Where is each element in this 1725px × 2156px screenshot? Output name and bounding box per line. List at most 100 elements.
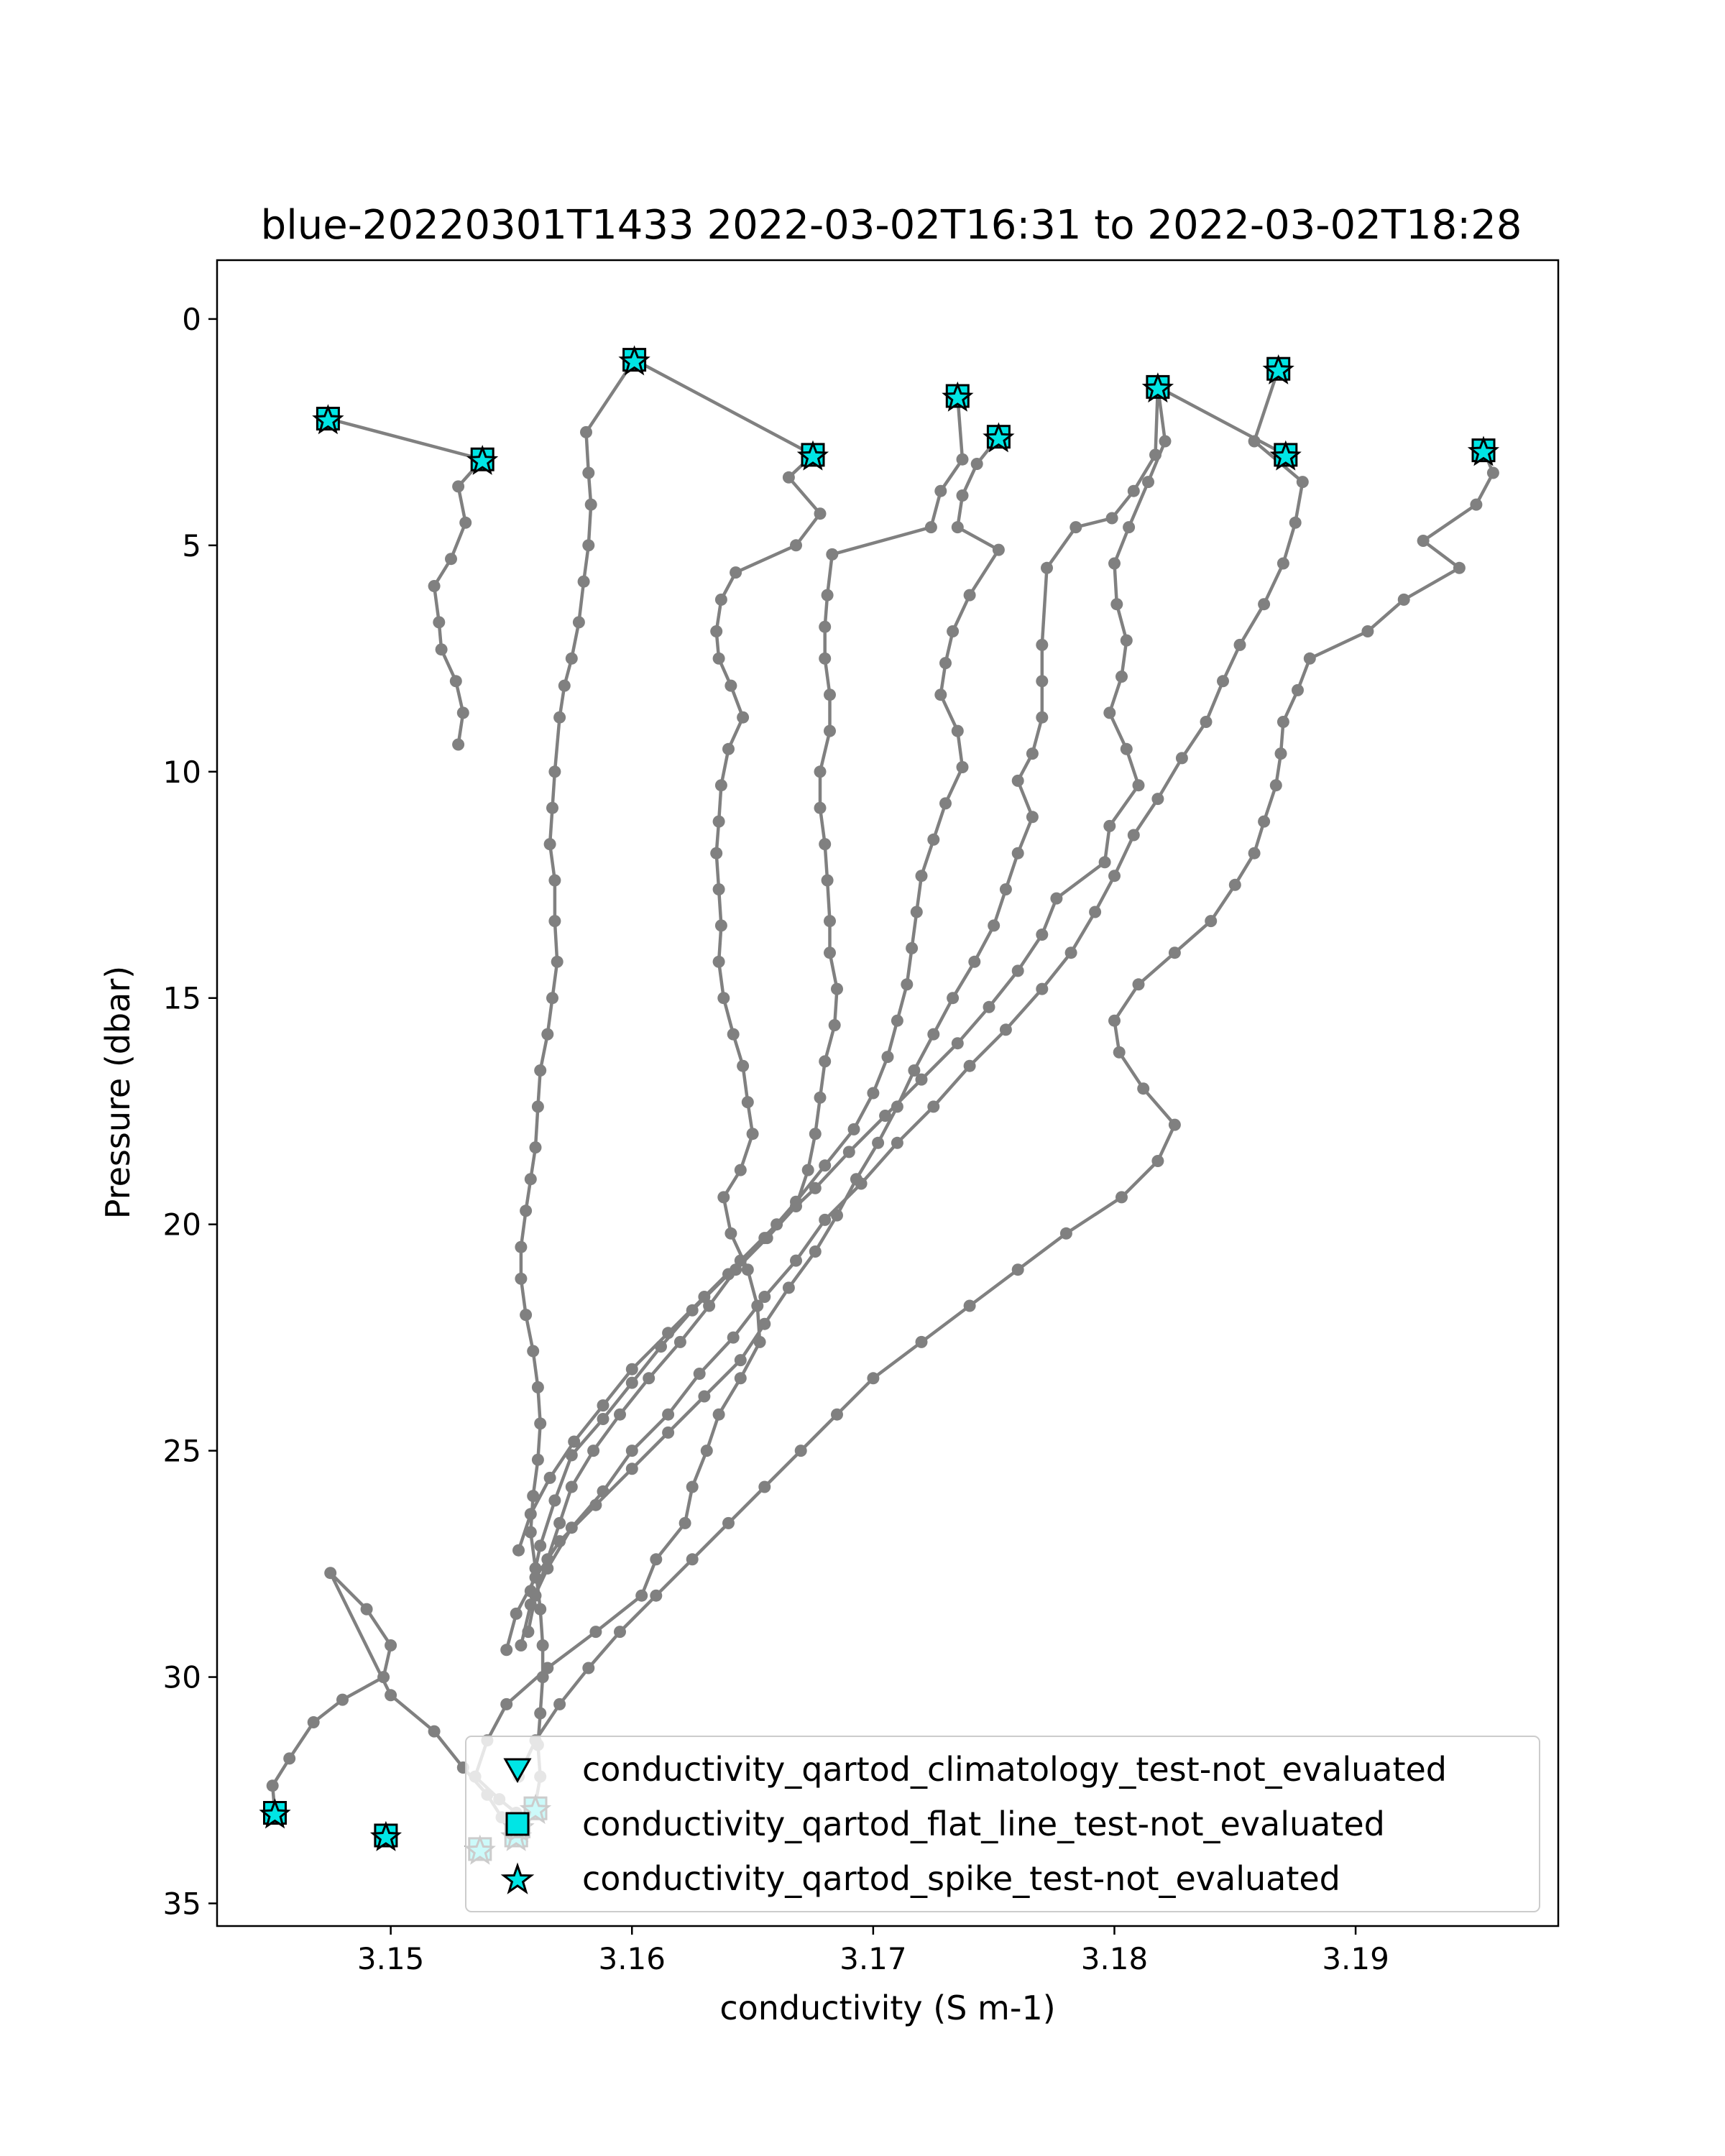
data-point bbox=[1276, 557, 1289, 570]
data-point bbox=[712, 1408, 725, 1421]
data-point bbox=[908, 1064, 921, 1077]
data-point bbox=[543, 1471, 556, 1484]
data-point bbox=[662, 1426, 675, 1439]
data-point bbox=[1303, 652, 1316, 665]
data-point bbox=[456, 706, 469, 719]
data-point bbox=[577, 575, 590, 588]
data-point bbox=[524, 1526, 537, 1539]
data-point bbox=[906, 941, 919, 954]
data-point bbox=[428, 580, 441, 592]
data-point bbox=[824, 688, 836, 701]
y-axis-ticks: 0 5 10 15 20 25 30 35 bbox=[163, 302, 217, 1922]
data-point bbox=[915, 870, 928, 883]
data-point bbox=[534, 1603, 547, 1616]
data-point bbox=[1113, 1046, 1126, 1059]
data-point bbox=[867, 1087, 880, 1100]
data-point bbox=[824, 946, 836, 959]
data-point bbox=[548, 874, 561, 887]
data-point bbox=[1228, 878, 1241, 891]
data-point bbox=[385, 1689, 397, 1702]
data-point bbox=[1089, 906, 1102, 918]
data-point bbox=[1159, 435, 1172, 448]
data-point bbox=[819, 652, 832, 665]
y-tick-label: 15 bbox=[163, 981, 201, 1016]
data-point bbox=[553, 1535, 566, 1548]
data-point bbox=[500, 1697, 513, 1710]
data-point bbox=[698, 1291, 711, 1303]
data-point bbox=[520, 1309, 533, 1322]
data-point bbox=[377, 1671, 390, 1684]
data-point bbox=[1036, 675, 1049, 688]
data-point bbox=[782, 1281, 795, 1294]
spike-flag-star bbox=[466, 444, 499, 475]
data-point bbox=[1258, 598, 1271, 611]
data-point bbox=[901, 978, 914, 991]
data-point bbox=[968, 955, 981, 968]
data-point bbox=[1098, 856, 1111, 869]
data-point bbox=[1103, 819, 1116, 832]
data-point bbox=[336, 1693, 349, 1706]
data-point bbox=[283, 1752, 296, 1765]
data-point bbox=[568, 1435, 581, 1448]
data-point bbox=[1137, 1082, 1150, 1095]
data-point bbox=[927, 833, 940, 846]
data-point bbox=[515, 1272, 528, 1285]
data-point bbox=[717, 992, 730, 1005]
data-point bbox=[529, 1141, 542, 1154]
data-point bbox=[741, 1096, 754, 1109]
data-point bbox=[734, 1372, 747, 1385]
data-point bbox=[809, 1245, 822, 1258]
data-point bbox=[324, 1567, 337, 1580]
data-point bbox=[655, 1340, 667, 1353]
data-point bbox=[915, 1335, 928, 1348]
data-point bbox=[572, 616, 585, 629]
data-point bbox=[541, 1662, 554, 1674]
data-point bbox=[529, 1562, 542, 1575]
data-point bbox=[565, 1449, 578, 1462]
data-point bbox=[1026, 747, 1039, 760]
data-point bbox=[1011, 964, 1024, 977]
data-point bbox=[1248, 435, 1261, 448]
plot-lines bbox=[270, 358, 1495, 1838]
data-point bbox=[531, 1100, 544, 1113]
data-point bbox=[1200, 716, 1213, 728]
data-point bbox=[1064, 946, 1077, 959]
data-point bbox=[1205, 915, 1218, 928]
x-tick-label: 3.17 bbox=[840, 1941, 907, 1976]
data-point bbox=[724, 1227, 737, 1240]
profile-line-7 bbox=[517, 385, 1287, 1551]
data-point bbox=[625, 1363, 638, 1376]
data-point bbox=[459, 516, 472, 529]
data-point bbox=[1050, 892, 1063, 905]
data-point bbox=[712, 883, 725, 895]
data-point bbox=[1289, 516, 1302, 529]
data-point bbox=[584, 498, 597, 511]
data-point bbox=[625, 1462, 638, 1475]
data-point bbox=[582, 1662, 595, 1674]
data-point bbox=[529, 1571, 542, 1584]
data-point bbox=[686, 1480, 699, 1493]
data-point bbox=[1105, 512, 1118, 525]
data-point bbox=[1217, 675, 1229, 688]
data-point bbox=[1108, 1014, 1121, 1027]
data-point bbox=[512, 1544, 525, 1557]
plot-frame bbox=[216, 259, 1560, 1927]
data-point bbox=[737, 711, 750, 724]
data-point bbox=[1011, 774, 1024, 787]
y-tick-label: 25 bbox=[163, 1434, 201, 1469]
data-point bbox=[988, 919, 1000, 932]
data-point bbox=[548, 915, 561, 928]
data-point bbox=[1108, 870, 1121, 883]
data-point bbox=[956, 761, 969, 773]
spike-flag-star bbox=[983, 422, 1015, 453]
data-point bbox=[445, 553, 457, 566]
chart-title: blue-20220301T1433 2022-03-02T16:31 to 2… bbox=[261, 202, 1522, 249]
data-point bbox=[1110, 598, 1123, 611]
data-point bbox=[714, 779, 727, 792]
data-point bbox=[1127, 829, 1140, 842]
spike-flag-star bbox=[618, 345, 650, 376]
data-point bbox=[1149, 448, 1162, 461]
spike-flag-star bbox=[1467, 436, 1500, 466]
data-point bbox=[1151, 1155, 1164, 1167]
data-point bbox=[809, 1128, 822, 1141]
